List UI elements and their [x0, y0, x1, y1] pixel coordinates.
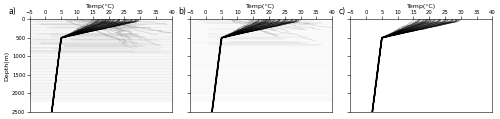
X-axis label: Temp(°C): Temp(°C) — [407, 4, 436, 9]
X-axis label: Temp(°C): Temp(°C) — [86, 4, 116, 9]
X-axis label: Temp(°C): Temp(°C) — [246, 4, 276, 9]
Y-axis label: Depth(m): Depth(m) — [4, 51, 9, 81]
Text: c): c) — [339, 7, 346, 16]
Text: b): b) — [178, 7, 186, 16]
Text: a): a) — [8, 7, 16, 16]
